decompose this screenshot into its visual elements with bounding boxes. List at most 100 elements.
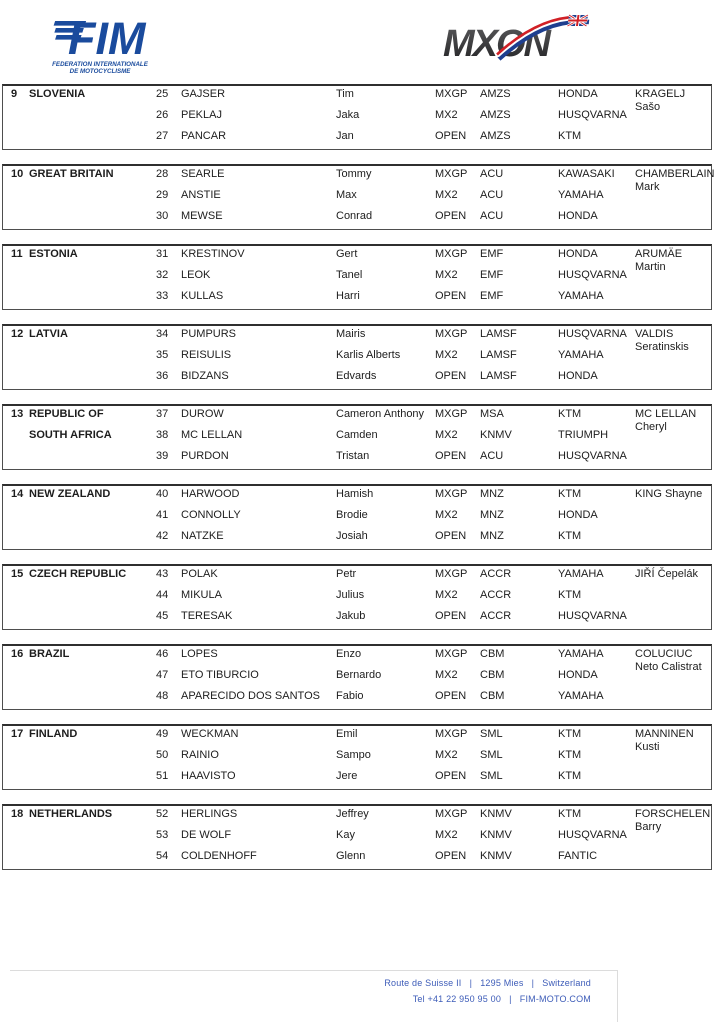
rider-number: 30 xyxy=(156,210,169,222)
rider-brand: HUSQVARNA xyxy=(558,829,627,841)
rider-federation: SML xyxy=(480,770,503,782)
rider-brand: YAMAHA xyxy=(558,349,604,361)
team-row-1: 14 NEW ZEALAND 40 HARWOOD Hamish MXGP MN… xyxy=(3,488,711,509)
team-block: 11 ESTONIA 31 KRESTINOV Gert MXGP EMF HO… xyxy=(2,244,712,310)
rider-class: MXGP xyxy=(435,408,468,420)
team-row-2: 44 MIKULA Julius MX2 ACCR KTM xyxy=(3,589,711,610)
rider-class: MX2 xyxy=(435,829,458,841)
team-block: 13 REPUBLIC OF 37 DUROW Cameron Anthony … xyxy=(2,404,712,470)
team-row-3: 39 PURDON Tristan OPEN ACU HUSQVARNA xyxy=(3,450,711,466)
team-block: 15 CZECH REPUBLIC 43 POLAK Petr MXGP ACC… xyxy=(2,564,712,630)
rider-number: 54 xyxy=(156,850,169,862)
rider-brand: KTM xyxy=(558,408,582,420)
rider-class: MXGP xyxy=(435,728,468,740)
team-manager: JIŘÍ Čepelák xyxy=(635,568,698,580)
rider-class: OPEN xyxy=(435,450,467,462)
rider-federation: AMZS xyxy=(480,109,511,121)
rider-firstname: Bernardo xyxy=(336,669,382,681)
rider-brand: KTM xyxy=(558,749,582,761)
rider-firstname: Cameron Anthony xyxy=(336,408,425,420)
rider-class: MX2 xyxy=(435,429,458,441)
rider-number: 41 xyxy=(156,509,169,521)
rider-firstname: Emil xyxy=(336,728,358,740)
rider-brand: HONDA xyxy=(558,210,598,222)
rider-federation: ACCR xyxy=(480,568,512,580)
rider-brand: YAMAHA xyxy=(558,290,604,302)
rider-brand: TRIUMPH xyxy=(558,429,609,441)
rider-surname: MIKULA xyxy=(181,589,222,601)
rider-surname: TERESAK xyxy=(181,610,233,622)
rider-federation: LAMSF xyxy=(480,349,517,361)
rider-surname: MC LELLAN xyxy=(181,429,243,441)
rider-number: 51 xyxy=(156,770,169,782)
team-block: 17 FINLAND 49 WECKMAN Emil MXGP SML KTM … xyxy=(2,724,712,790)
rider-federation: ACCR xyxy=(480,610,512,622)
rider-number: 29 xyxy=(156,189,169,201)
team-country-line1: ESTONIA xyxy=(29,248,78,260)
entry-table: 9 SLOVENIA 25 GAJSER Tim MXGP AMZS HONDA… xyxy=(0,84,714,884)
rider-federation: KNMV xyxy=(480,829,512,841)
rider-surname: HAAVISTO xyxy=(181,770,236,782)
rider-firstname: Glenn xyxy=(336,850,366,862)
rider-surname: RAINIO xyxy=(181,749,219,761)
team-country-line1: LATVIA xyxy=(29,328,68,340)
rider-federation: EMF xyxy=(480,248,504,260)
rider-class: MXGP xyxy=(435,168,468,180)
rider-brand: HONDA xyxy=(558,509,598,521)
rider-number: 37 xyxy=(156,408,169,420)
rider-class: MX2 xyxy=(435,269,458,281)
rider-class: OPEN xyxy=(435,850,467,862)
rider-federation: LAMSF xyxy=(480,328,517,340)
rider-firstname: Tommy xyxy=(336,168,372,180)
rider-surname: REISULIS xyxy=(181,349,232,361)
rider-firstname: Karlis Alberts xyxy=(336,349,401,361)
team-rank: 18 xyxy=(11,808,24,820)
rider-firstname: Jaka xyxy=(336,109,360,121)
rider-surname: PEKLAJ xyxy=(181,109,222,121)
fim-logo-subtitle-2: DE MOTOCYCLISME xyxy=(70,68,132,75)
rider-firstname: Gert xyxy=(336,248,358,260)
rider-federation: SML xyxy=(480,728,503,740)
team-country-line1: REPUBLIC OF xyxy=(29,408,104,420)
rider-number: 34 xyxy=(156,328,169,340)
fim-logo-subtitle-1: FEDERATION INTERNATIONALE xyxy=(52,61,149,68)
team-rank: 14 xyxy=(11,488,24,500)
rider-number: 45 xyxy=(156,610,169,622)
rider-federation: ACU xyxy=(480,189,504,201)
team-country-line1: GREAT BRITAIN xyxy=(29,168,114,180)
rider-brand: YAMAHA xyxy=(558,648,604,660)
rider-brand: YAMAHA xyxy=(558,690,604,702)
rider-federation: MNZ xyxy=(480,488,504,500)
rider-federation: KNMV xyxy=(480,429,512,441)
rider-class: OPEN xyxy=(435,210,467,222)
rider-brand: HUSQVARNA xyxy=(558,269,627,281)
fim-logo: FIM FEDERATION INTERNATIONALE DE MOTOCYC… xyxy=(38,6,160,81)
rider-class: MXGP xyxy=(435,88,468,100)
rider-federation: MSA xyxy=(480,408,504,420)
team-country-line1: NEW ZEALAND xyxy=(29,488,111,500)
rider-number: 36 xyxy=(156,370,169,382)
rider-surname: LOPES xyxy=(181,648,218,660)
rider-surname: KRESTINOV xyxy=(181,248,245,260)
rider-federation: SML xyxy=(480,749,503,761)
rider-class: OPEN xyxy=(435,290,467,302)
rider-federation: MNZ xyxy=(480,509,504,521)
rider-brand: HONDA xyxy=(558,88,598,100)
rider-federation: CBM xyxy=(480,648,505,660)
rider-brand: HUSQVARNA xyxy=(558,328,627,340)
team-manager: CHAMBERLAIN Mark xyxy=(635,168,714,193)
rider-firstname: Josiah xyxy=(336,530,368,542)
rider-number: 32 xyxy=(156,269,169,281)
rider-surname: COLDENHOFF xyxy=(181,850,257,862)
rider-class: MX2 xyxy=(435,669,458,681)
team-country-line2: SOUTH AFRICA xyxy=(29,429,112,441)
rider-number: 40 xyxy=(156,488,169,500)
rider-federation: KNMV xyxy=(480,808,512,820)
team-block: 9 SLOVENIA 25 GAJSER Tim MXGP AMZS HONDA… xyxy=(2,84,712,150)
rider-firstname: Brodie xyxy=(336,509,368,521)
rider-class: OPEN xyxy=(435,690,467,702)
rider-surname: POLAK xyxy=(181,568,218,580)
team-row-3: 45 TERESAK Jakub OPEN ACCR HUSQVARNA xyxy=(3,610,711,626)
rider-brand: HONDA xyxy=(558,370,598,382)
team-manager: VALDIS Seratinskis xyxy=(635,328,689,353)
